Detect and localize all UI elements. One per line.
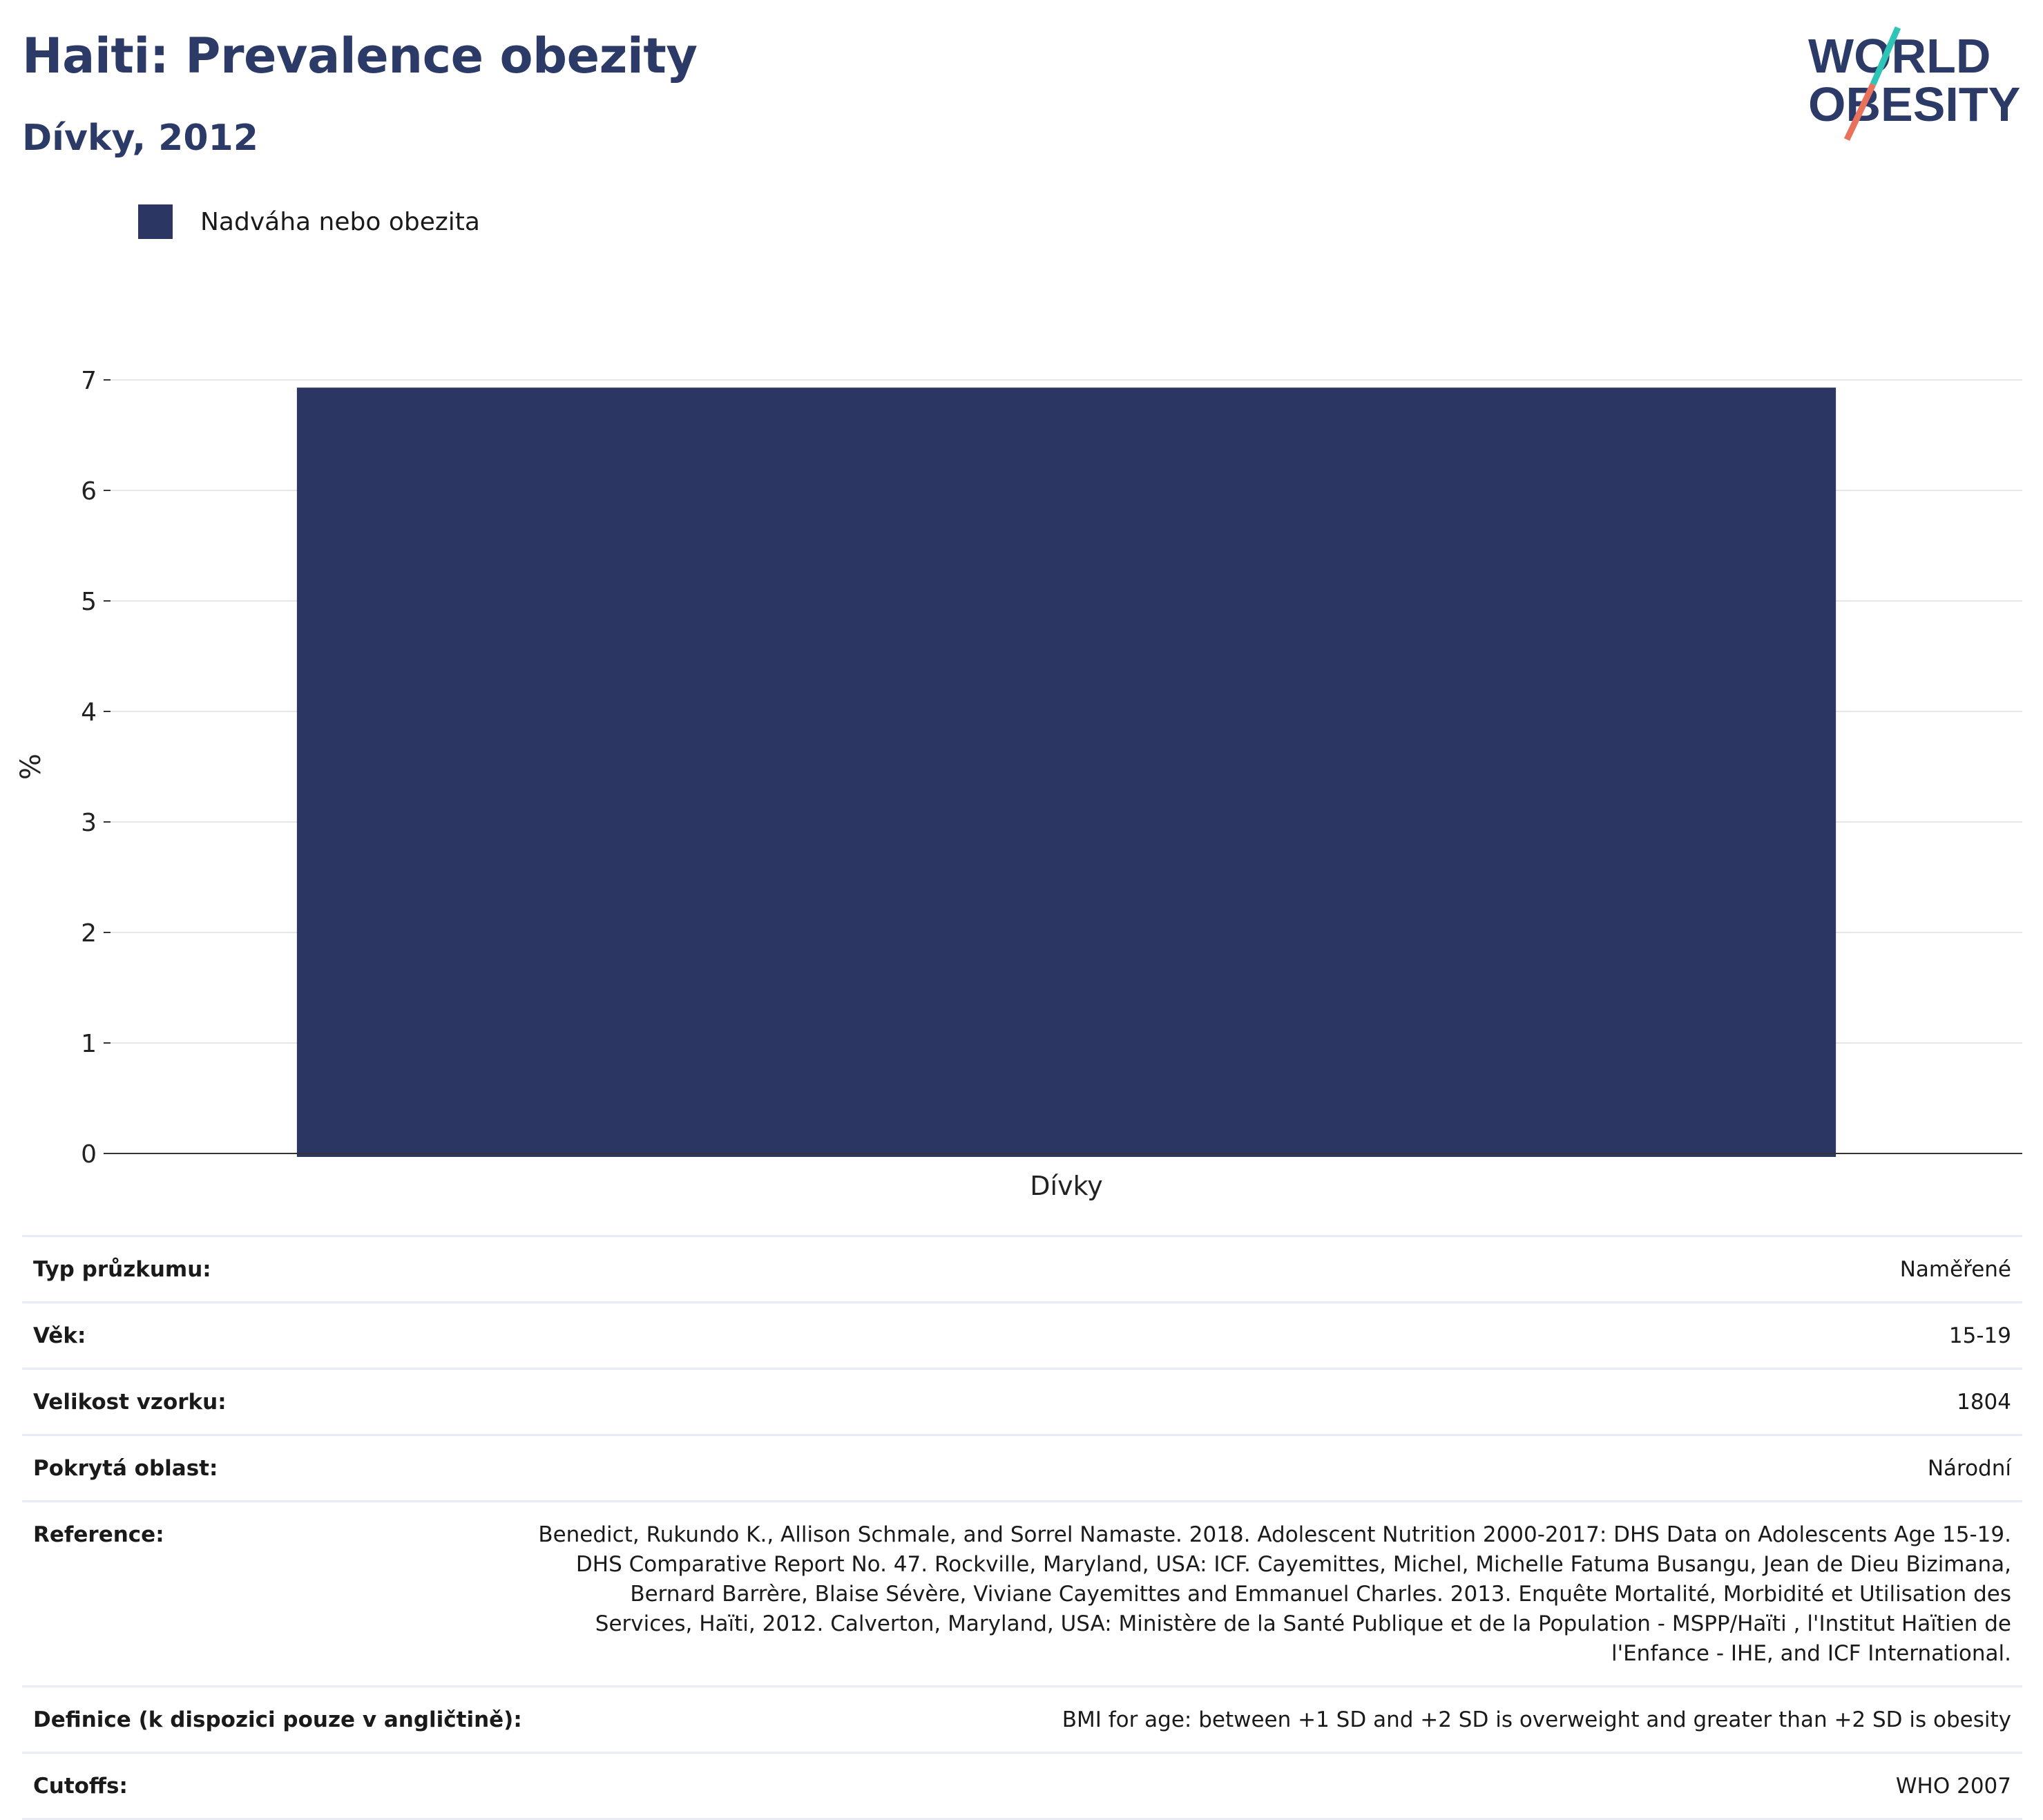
y-tick-label: 0 (81, 1140, 97, 1169)
details-key: Reference: (33, 1522, 164, 1547)
details-key: Pokrytá oblast: (33, 1456, 218, 1481)
y-tick-label: 3 (81, 809, 97, 837)
details-value: 15-19 (1948, 1323, 2011, 1348)
details-row: Velikost vzorku: 1804 (22, 1368, 2022, 1434)
details-row: Definice (k dispozici pouze v angličtině… (22, 1685, 2022, 1752)
details-key: Typ průzkumu: (33, 1257, 211, 1282)
details-row: Reference: Benedict, Rukundo K., Allison … (22, 1500, 2022, 1685)
details-row: Typ průzkumu: Naměřené (22, 1235, 2022, 1301)
details-value: BMI for age: between +1 SD and +2 SD is … (1062, 1707, 2011, 1732)
bar-chart: 0 1 2 3 4 5 6 7 Dívky% (15, 367, 2022, 1201)
world-obesity-logo: WORLD OBESITY (1808, 26, 2020, 141)
legend-swatch (138, 204, 173, 239)
chart-legend: Nadváha nebo obezita (138, 204, 480, 239)
bar (296, 387, 1836, 1158)
logo-line1: WORLD (1808, 29, 1991, 83)
details-key: Velikost vzorku: (33, 1390, 227, 1415)
y-tick-label: 6 (81, 477, 97, 506)
page-subtitle: Dívky, 2012 (22, 117, 258, 159)
y-tick-label: 1 (81, 1030, 97, 1058)
details-key: Věk: (33, 1323, 86, 1348)
details-row: Cutoffs: WHO 2007 (22, 1752, 2022, 1820)
y-tick-label: 7 (81, 367, 97, 395)
y-tick-label: 2 (81, 919, 97, 948)
details-value: Benedict, Rukundo K., Allison Schmale, a… (538, 1522, 2011, 1666)
y-axis-label: % (15, 754, 47, 780)
y-tick-label: 4 (81, 698, 97, 727)
x-category-label: Dívky (1030, 1171, 1102, 1201)
details-value: Národní (1927, 1456, 2011, 1481)
logo-slash-coral (1843, 83, 1877, 141)
details-key: Definice (k dispozici pouze v angličtině… (33, 1707, 522, 1732)
legend-label: Nadváha nebo obezita (200, 207, 480, 236)
page-title: Haiti: Prevalence obezity (22, 28, 698, 84)
logo-line2: OBESITY (1808, 77, 2020, 131)
survey-details-table: Typ průzkumu: Naměřené Věk: 15-19 Velikost v… (22, 1235, 2022, 1820)
details-value: 1804 (1957, 1390, 2011, 1415)
y-tick-label: 5 (81, 588, 97, 616)
details-value: Naměřené (1899, 1257, 2011, 1282)
details-row: Pokrytá oblast: Národní (22, 1434, 2022, 1500)
details-row: Věk: 15-19 (22, 1301, 2022, 1368)
logo-slash-teal (1870, 26, 1901, 86)
